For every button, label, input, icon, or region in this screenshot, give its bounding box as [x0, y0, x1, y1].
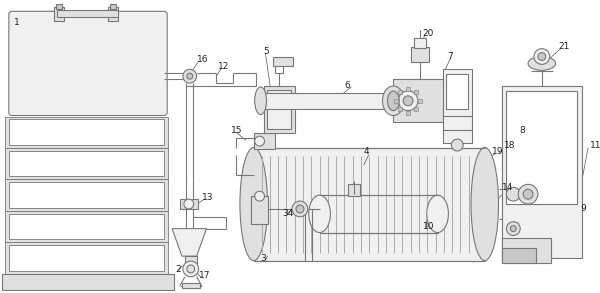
Circle shape: [518, 184, 538, 204]
Bar: [9, 151, 164, 176]
Bar: [185, 256, 197, 264]
Bar: [9, 120, 164, 145]
Ellipse shape: [427, 195, 448, 233]
Circle shape: [538, 52, 546, 60]
Ellipse shape: [309, 195, 331, 233]
Text: 4: 4: [364, 147, 370, 156]
Text: 13: 13: [202, 193, 213, 202]
Bar: [182, 283, 200, 288]
Circle shape: [183, 261, 199, 277]
Circle shape: [187, 73, 193, 79]
Circle shape: [296, 205, 304, 213]
Text: 34: 34: [282, 209, 293, 218]
Text: 16: 16: [197, 55, 208, 64]
Text: 2: 2: [175, 265, 181, 275]
Bar: [502, 86, 582, 258]
Bar: [260, 93, 394, 109]
Bar: [5, 148, 168, 179]
Ellipse shape: [528, 57, 556, 70]
Ellipse shape: [383, 86, 404, 115]
Bar: [406, 111, 410, 115]
Bar: [9, 182, 164, 208]
Bar: [5, 117, 168, 148]
Circle shape: [183, 69, 197, 83]
Bar: [502, 239, 551, 263]
Text: 17: 17: [199, 271, 210, 280]
Text: 10: 10: [423, 222, 434, 231]
Bar: [54, 7, 64, 21]
Bar: [268, 90, 291, 129]
Text: 18: 18: [503, 141, 515, 149]
Bar: [56, 4, 62, 9]
Circle shape: [398, 91, 418, 111]
Circle shape: [511, 226, 516, 231]
Text: 14: 14: [502, 183, 513, 192]
Circle shape: [187, 265, 195, 273]
Bar: [394, 79, 448, 122]
Bar: [5, 242, 168, 274]
Text: 8: 8: [519, 126, 525, 135]
Circle shape: [534, 49, 550, 64]
Bar: [406, 87, 410, 91]
Bar: [180, 199, 197, 209]
Bar: [9, 245, 164, 271]
Bar: [415, 107, 418, 111]
Bar: [398, 91, 402, 94]
Text: 11: 11: [590, 141, 600, 149]
Text: 7: 7: [448, 52, 453, 61]
Text: 12: 12: [218, 62, 230, 71]
Text: 1: 1: [14, 18, 20, 27]
Bar: [254, 133, 275, 149]
Circle shape: [184, 199, 194, 209]
Circle shape: [506, 222, 520, 236]
Text: 3: 3: [260, 254, 266, 263]
Bar: [394, 99, 398, 103]
Bar: [502, 178, 575, 256]
Bar: [110, 4, 116, 9]
Bar: [9, 214, 164, 239]
Text: 5: 5: [263, 47, 269, 56]
Bar: [398, 107, 402, 111]
Bar: [254, 148, 485, 261]
Circle shape: [403, 96, 413, 106]
Bar: [506, 91, 577, 204]
Bar: [418, 99, 422, 103]
Text: 19: 19: [491, 147, 503, 156]
Text: 9: 9: [580, 205, 586, 213]
Circle shape: [506, 187, 520, 201]
Bar: [415, 91, 418, 94]
FancyBboxPatch shape: [9, 11, 167, 115]
Bar: [2, 274, 174, 289]
Bar: [5, 179, 168, 211]
Text: 6: 6: [344, 81, 350, 90]
Ellipse shape: [254, 87, 266, 115]
Ellipse shape: [240, 147, 268, 260]
Bar: [446, 74, 468, 109]
Circle shape: [523, 189, 533, 199]
Bar: [348, 184, 360, 196]
Bar: [443, 69, 472, 143]
Bar: [414, 38, 426, 48]
Text: 20: 20: [423, 29, 434, 38]
Circle shape: [292, 201, 308, 217]
Text: 15: 15: [231, 126, 242, 135]
Bar: [5, 211, 168, 242]
Ellipse shape: [388, 91, 399, 111]
Bar: [411, 47, 429, 62]
Bar: [502, 248, 536, 263]
Ellipse shape: [471, 147, 499, 260]
Bar: [251, 196, 268, 224]
Text: 21: 21: [559, 42, 570, 51]
Bar: [108, 7, 118, 21]
Circle shape: [254, 191, 265, 201]
Circle shape: [254, 136, 265, 146]
Bar: [263, 86, 295, 133]
Bar: [274, 57, 293, 66]
Bar: [320, 195, 437, 233]
Polygon shape: [172, 229, 206, 256]
Bar: [57, 10, 118, 17]
Circle shape: [451, 139, 463, 151]
